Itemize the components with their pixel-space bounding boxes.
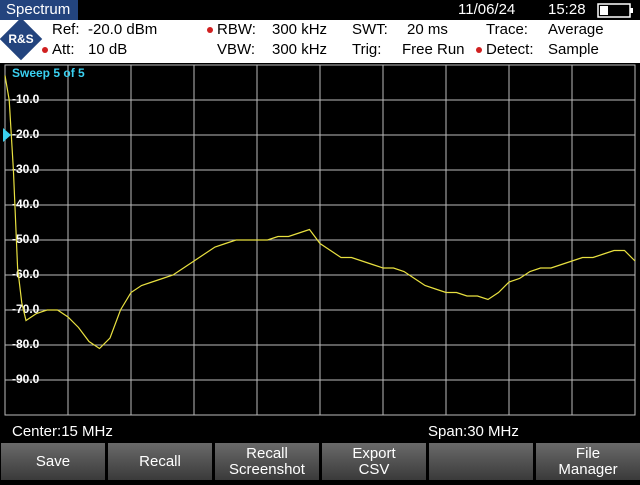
tab-title: Spectrum [6,1,70,18]
setting-value: 300 kHz [272,21,327,38]
y-tick-label: -90.0 [12,372,40,386]
tab [0,0,78,20]
softkey[interactable]: Save [1,443,105,480]
status-dot [207,27,213,33]
setting-label: RBW: [217,21,256,38]
y-tick-label: -20.0 [12,127,40,141]
setting-label: Att: [52,41,75,58]
date: 11/06/24 [458,1,515,18]
softkey[interactable]: Recall Screenshot [215,443,319,480]
setting-value: Sample [548,41,599,58]
setting-label: Trace: [486,21,528,38]
setting-value: Average [548,21,604,38]
setting-label: SWT: [352,21,388,38]
svg-text:R&S: R&S [8,32,33,46]
softkey[interactable]: Recall [108,443,212,480]
ref-level-marker [3,128,11,142]
softkey[interactable] [429,443,533,480]
status-dot [42,47,48,53]
softkey-label: File [575,444,601,462]
sweep-label: Sweep 5 of 5 [12,66,85,80]
status-dot [476,47,482,53]
softkey-label: Screenshot [229,460,305,478]
setting-label: VBW: [217,41,255,58]
y-tick-label: -60.0 [12,267,40,281]
setting-value: 10 dB [88,41,127,58]
setting-value: 300 kHz [272,41,327,58]
softkey[interactable]: File Manager [536,443,640,480]
setting-label: Ref: [52,21,80,38]
y-tick-label: -10.0 [12,92,40,106]
y-tick-label: -50.0 [12,232,40,246]
softkey[interactable]: Export CSV [322,443,426,480]
logo: R&S [0,17,43,61]
trace [4,75,636,350]
softkey-label: Save [35,452,71,470]
time: 15:28 [548,1,586,18]
y-tick-label: -70.0 [12,302,40,316]
span-label: Span:30 MHz [428,423,519,440]
center-label: Center:15 MHz [12,423,113,440]
softkey-label: Manager [558,460,618,478]
setting-label: Trig: [352,41,381,58]
setting-label: Detect: [486,41,534,58]
y-tick-label: -40.0 [12,197,40,211]
setting-value: 20 ms [407,21,448,38]
softkey-label: Export [352,444,396,462]
setting-value: Free Run [402,41,465,58]
setting-value: -20.0 dBm [88,21,157,38]
softkey-label: CSV [358,460,390,478]
softkey-label: Recall [139,452,181,470]
top-bar [0,0,640,20]
info-panel [0,20,640,63]
y-tick-label: -80.0 [12,337,40,351]
softkey-label: Recall [246,444,288,462]
y-tick-label: -30.0 [12,162,40,176]
battery [597,3,633,18]
